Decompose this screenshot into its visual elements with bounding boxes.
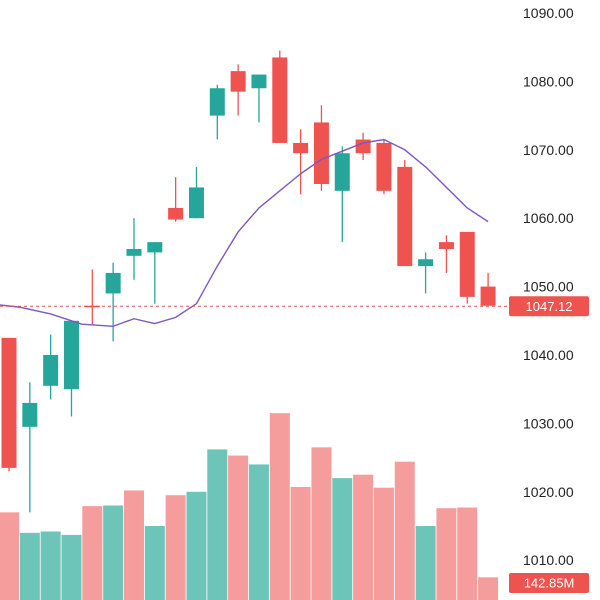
candle-body <box>293 142 309 154</box>
candle <box>188 166 204 219</box>
candle-body <box>459 231 475 297</box>
candle <box>43 334 59 400</box>
candle <box>418 252 434 294</box>
candle-body <box>376 142 392 191</box>
candle-body <box>418 259 434 267</box>
volume-bar <box>373 487 394 600</box>
candle-body <box>438 242 454 249</box>
y-tick-label: 1050.00 <box>523 279 574 295</box>
candle <box>376 139 392 195</box>
volume-bar <box>103 505 124 600</box>
last-volume-badge-label: 142.85M <box>524 576 575 591</box>
candle <box>480 272 496 306</box>
y-tick-label: 1070.00 <box>523 142 574 158</box>
volume-bar <box>144 526 165 600</box>
volume-bar <box>353 474 374 600</box>
candle <box>293 129 309 195</box>
volume-bar <box>61 534 82 600</box>
candle <box>105 262 121 342</box>
volume-bar <box>40 531 61 600</box>
candle-body <box>43 355 59 386</box>
candle <box>251 74 267 123</box>
candle-body <box>230 71 246 92</box>
candle <box>397 160 413 267</box>
candle-body <box>397 166 413 267</box>
volume-bar <box>123 490 144 600</box>
last-price-badge: 1047.12 <box>509 296 589 317</box>
y-tick-label: 1090.00 <box>523 5 574 21</box>
candle-body <box>334 153 350 191</box>
volume-bar <box>457 507 478 600</box>
candle-body <box>188 187 204 219</box>
candle <box>459 231 475 304</box>
price-axis: 1010.00 1020.00 1030.00 1040.00 1050.00 1060.… <box>523 5 574 568</box>
candle-body <box>126 248 142 256</box>
candle <box>209 84 225 140</box>
candle-body <box>251 74 267 89</box>
candle-body <box>480 286 496 306</box>
volume-bar <box>415 526 436 600</box>
candle-body <box>209 88 225 116</box>
candle-body <box>168 207 184 220</box>
candle-body <box>272 57 288 143</box>
candle <box>355 132 371 161</box>
last-volume-badge-bg <box>509 573 589 593</box>
volume-bar <box>82 506 103 600</box>
volume-bar <box>165 495 186 600</box>
moving-average-line <box>0 138 489 327</box>
y-tick-label: 1060.00 <box>523 210 574 226</box>
candle-body <box>1 337 17 468</box>
candle-body <box>22 402 38 427</box>
candle <box>313 105 329 191</box>
axis-badges: 1047.12 142.85M <box>509 296 589 593</box>
volume-bar <box>207 449 228 600</box>
last-price-badge-label: 1047.12 <box>526 299 573 314</box>
moving-average <box>0 138 489 327</box>
volume-bar <box>311 447 332 600</box>
candle <box>334 146 350 243</box>
candles <box>1 50 496 513</box>
y-tick-label: 1040.00 <box>523 347 574 363</box>
volume-bar <box>228 455 249 600</box>
candle <box>230 64 246 116</box>
volume-bar <box>248 464 269 600</box>
last-price-badge-bg <box>509 296 589 317</box>
y-tick-label: 1030.00 <box>523 415 574 431</box>
candle <box>126 218 142 280</box>
candle <box>168 177 184 222</box>
candle <box>147 242 163 304</box>
candle-body <box>313 122 329 184</box>
candle <box>84 269 100 325</box>
candle <box>438 235 454 273</box>
volume-bar <box>478 577 499 600</box>
candle-body <box>105 272 121 294</box>
volume-bar <box>19 532 40 600</box>
last-volume-badge: 142.85M <box>509 573 589 593</box>
volume-bar <box>436 508 457 600</box>
volume-bars <box>0 413 499 600</box>
volume-bar <box>332 478 353 600</box>
volume-bar <box>186 491 207 600</box>
candle <box>22 382 38 513</box>
volume-bar <box>394 461 415 600</box>
candle <box>1 337 17 472</box>
y-tick-label: 1010.00 <box>523 552 574 568</box>
volume-bar <box>269 413 290 600</box>
candle <box>272 50 288 143</box>
volume-bar <box>290 487 311 600</box>
candle-body <box>63 320 79 390</box>
candle-body <box>147 242 163 253</box>
volume-bar <box>0 512 19 600</box>
y-tick-label: 1080.00 <box>523 73 574 89</box>
y-tick-label: 1020.00 <box>523 484 574 500</box>
candle <box>63 320 79 417</box>
